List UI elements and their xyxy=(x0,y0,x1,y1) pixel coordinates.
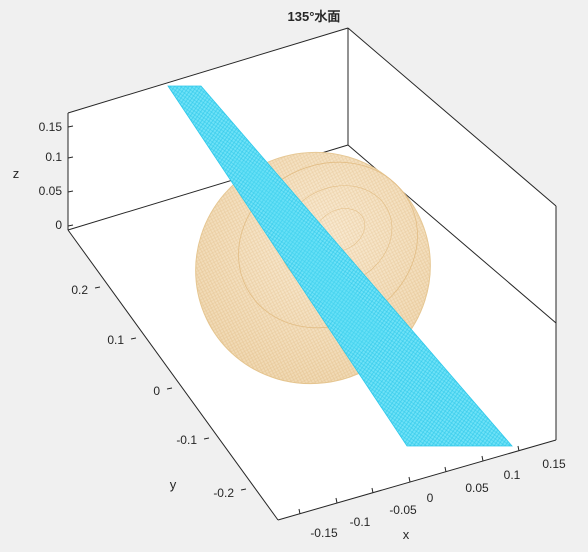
water-plane-surface xyxy=(167,85,513,447)
x-tick-3: 0 xyxy=(427,491,434,505)
z-tick-marks xyxy=(67,125,74,227)
y-axis-label: y xyxy=(170,477,177,492)
y-tick-3: 0.1 xyxy=(107,333,124,347)
y-tick-1: -0.1 xyxy=(176,433,197,447)
z-tick-0: 0 xyxy=(55,218,62,232)
y-tick-4: 0.2 xyxy=(71,283,88,297)
z-tick-labels: 0 0.05 0.1 0.15 xyxy=(39,120,63,232)
z-tick-2: 0.1 xyxy=(45,150,62,164)
x-tick-2: -0.05 xyxy=(389,503,417,517)
y-tick-2: 0 xyxy=(153,384,160,398)
y-tick-labels: -0.2 -0.1 0 0.1 0.2 xyxy=(71,283,234,500)
z-tick-3: 0.15 xyxy=(39,120,63,134)
axes-face-right xyxy=(348,28,556,323)
right-top-edge xyxy=(347,27,557,207)
x-axis-label: x xyxy=(403,527,410,542)
x-tick-6: 0.15 xyxy=(542,457,566,471)
x-tick-4: 0.05 xyxy=(465,481,489,495)
y-tick-marks xyxy=(94,286,247,491)
z-tick-1: 0.05 xyxy=(39,184,63,198)
y-axis-line xyxy=(67,229,279,521)
x-tick-1: -0.1 xyxy=(350,515,371,529)
x-tick-5: 0.1 xyxy=(504,468,521,482)
x-axis-line xyxy=(277,439,557,521)
x-tick-labels: -0.15 -0.1 -0.05 0 0.05 0.1 0.15 xyxy=(310,457,566,540)
z-axis-label: z xyxy=(13,166,20,181)
chart-title: 135°水面 xyxy=(288,9,341,24)
x-tick-0: -0.15 xyxy=(310,526,338,540)
y-tick-0: -0.2 xyxy=(213,486,234,500)
x-tick-marks xyxy=(298,445,520,515)
back-top-edge xyxy=(67,27,349,114)
